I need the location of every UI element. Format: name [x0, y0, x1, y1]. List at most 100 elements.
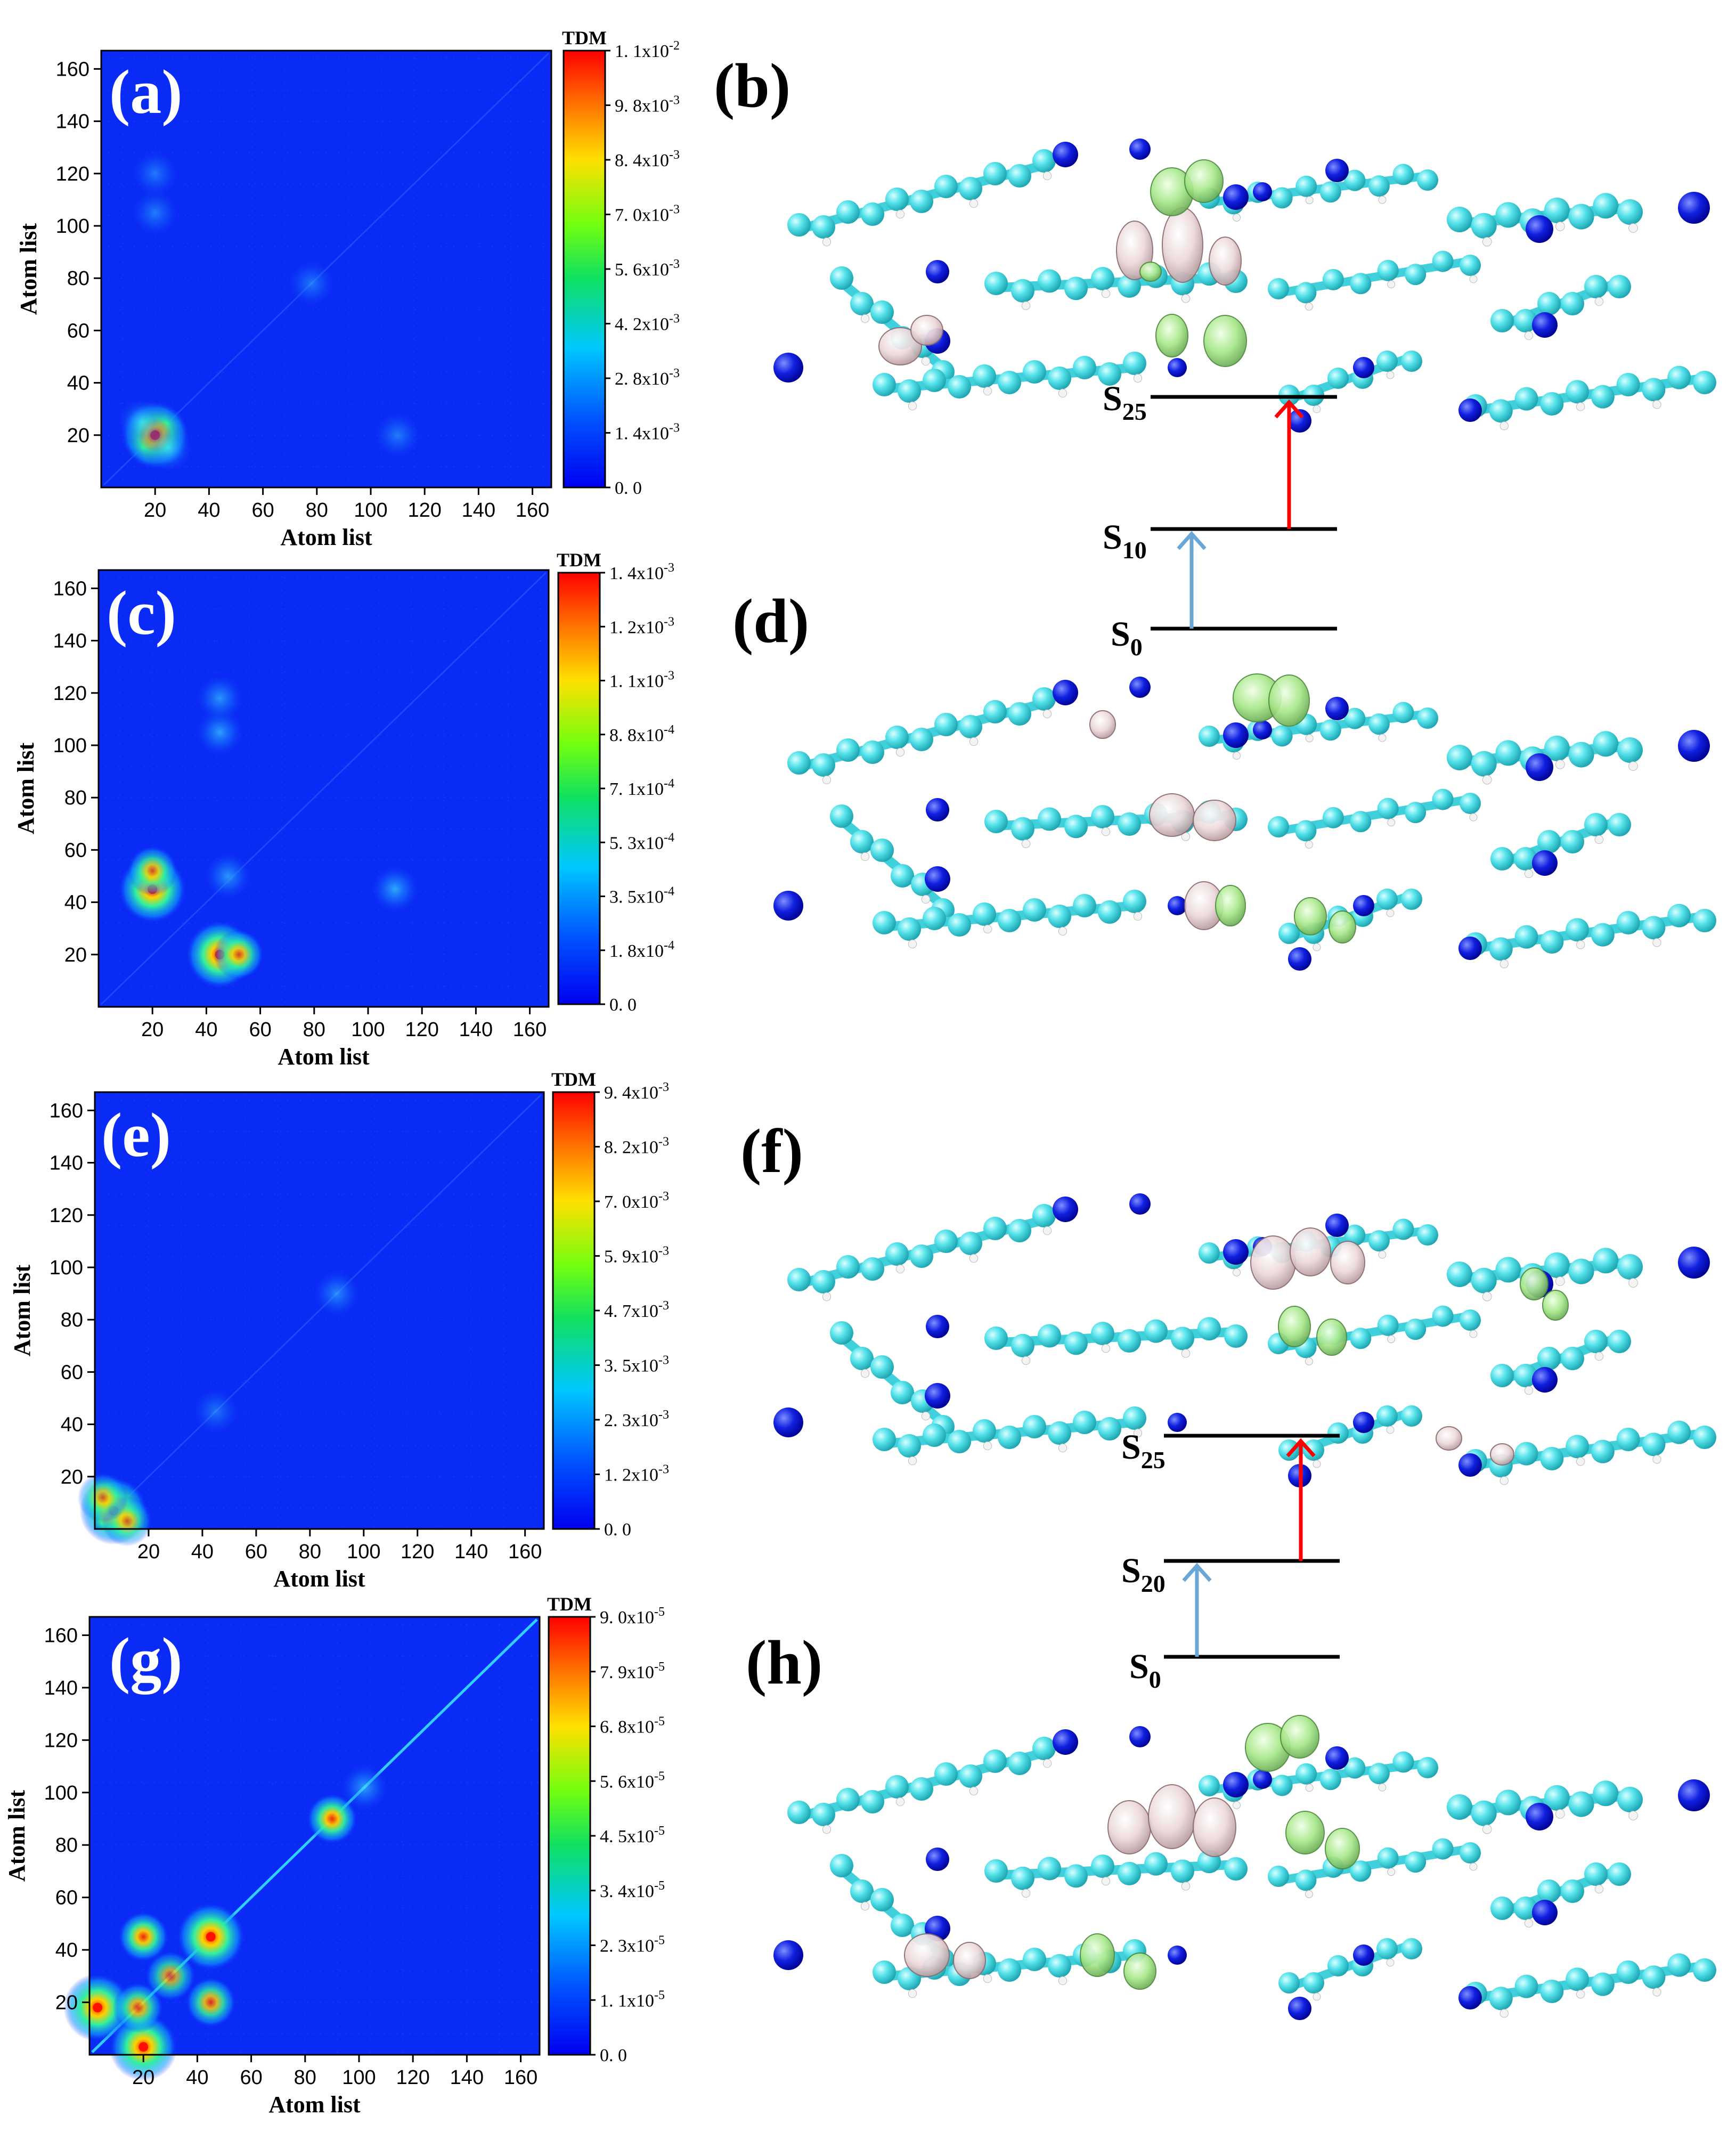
carbon-atom: [1011, 1333, 1034, 1357]
hydrogen-atom: [1576, 940, 1585, 949]
y-tick-label: 80: [64, 787, 87, 809]
carbon-atom: [850, 1347, 874, 1370]
carbon-atom: [1693, 1426, 1716, 1449]
carbon-atom: [1616, 911, 1640, 934]
electron-isosurface: [1285, 1811, 1325, 1854]
carbon-atom: [1540, 930, 1564, 954]
nitrogen-atom: [1223, 1239, 1249, 1265]
heatmap-frame: [97, 569, 550, 1008]
nitrogen-atom: [1526, 753, 1553, 781]
molecule-panel-h: [773, 1715, 1716, 2020]
carbon-atom: [1303, 1972, 1324, 1993]
y-axis-label: Atom list: [9, 1265, 35, 1357]
carbon-atom: [1048, 1954, 1071, 1978]
nitrogen-atom: [1253, 1770, 1272, 1789]
hydrogen-atom: [1628, 1811, 1638, 1820]
carbon-atom: [1693, 1958, 1716, 1982]
carbon-atom: [1471, 213, 1497, 239]
nitrogen-atom: [1168, 896, 1187, 915]
carbon-atom: [1319, 1769, 1341, 1791]
electron-isosurface: [1329, 910, 1356, 943]
carbon-atom: [1405, 1851, 1427, 1873]
carbon-atom: [1608, 1330, 1631, 1353]
hydrogen-atom: [1555, 1809, 1565, 1819]
nitrogen-atom: [1532, 1900, 1558, 1925]
carbon-atom: [1568, 1791, 1594, 1817]
hydrogen-atom: [822, 1825, 832, 1834]
y-tick-label: 40: [64, 892, 87, 914]
carbon-atom: [1460, 1309, 1481, 1331]
carbon-atom: [1295, 820, 1317, 842]
hole-isosurface: [1149, 793, 1195, 837]
y-tick-label: 40: [61, 1414, 83, 1436]
hydrogen-atom: [1233, 213, 1241, 222]
colorbar-tick-label: 1. 2x10-3: [609, 615, 674, 637]
hole-isosurface: [1209, 237, 1242, 286]
carbon-atom: [1460, 1842, 1481, 1864]
carbon-atom: [1490, 1897, 1514, 1920]
nitrogen-atom: [1223, 184, 1249, 210]
carbon-atom: [1566, 1435, 1590, 1459]
carbon-atom: [973, 1419, 996, 1443]
carbon-atom: [1011, 1866, 1034, 1890]
colorbar-tick-label: 8. 4x10-3: [615, 148, 680, 170]
nitrogen-atom: [1288, 1997, 1311, 2020]
colorbar-tick-label: 7. 0x10-3: [604, 1190, 669, 1212]
carbon-atom: [1392, 702, 1414, 723]
carbon-atom: [1489, 937, 1513, 961]
hydrogen-atom: [1652, 1455, 1661, 1464]
heatmap-hotspot: [370, 864, 420, 915]
carbon-atom: [1471, 751, 1497, 777]
carbon-atom: [1032, 149, 1056, 173]
hydrogen-atom: [1524, 1386, 1534, 1395]
hole-isosurface: [1193, 800, 1236, 841]
carbon-atom: [885, 726, 909, 749]
carbon-atom: [812, 753, 835, 777]
electron-isosurface: [1268, 674, 1310, 727]
carbon-atom: [1368, 1230, 1390, 1252]
nitrogen-atom: [1526, 215, 1553, 243]
nitrogen-atom: [1129, 677, 1151, 698]
panel-label-a: (a): [109, 57, 183, 127]
hydrogen-atom: [1305, 302, 1313, 311]
colorbar-tick-label: 1. 2x10-3: [604, 1463, 669, 1485]
carbon-atom: [1417, 1224, 1438, 1246]
nitrogen-atom: [1253, 182, 1272, 201]
carbon-atom: [861, 1790, 884, 1813]
carbon-atom: [1401, 889, 1422, 910]
nitrogen-atom: [1353, 357, 1374, 378]
colorbar-tick-label: 9. 0x10-5: [600, 1605, 665, 1628]
carbon-atom: [1199, 1242, 1220, 1264]
carbon-atom: [836, 1255, 860, 1279]
carbon-atom: [910, 1777, 933, 1801]
panel-label-f: (f): [740, 1116, 803, 1186]
hydrogen-atom: [983, 386, 992, 396]
panel-label-b: (b): [714, 51, 790, 120]
carbon-atom: [1008, 1752, 1031, 1775]
hydrogen-atom: [1594, 835, 1604, 844]
nitrogen-atom: [926, 798, 949, 821]
colorbar-tick-label: 3. 5x10-3: [604, 1354, 669, 1376]
y-tick-label: 60: [61, 1361, 83, 1384]
carbon-atom: [1350, 273, 1372, 295]
tdm-heatmap-1: 20 40 60 80 100 120 140 160 20 40 60 80 100 120 140 160…: [15, 27, 680, 550]
hydrogen-atom: [1482, 775, 1492, 785]
hydrogen-atom: [1628, 223, 1638, 233]
hydrogen-atom: [1555, 221, 1565, 231]
carbon-atom: [1667, 365, 1691, 389]
state-label-s20: S20: [1121, 1551, 1166, 1597]
x-tick-label: 120: [401, 1541, 434, 1563]
carbon-atom: [1514, 847, 1537, 870]
x-tick-label: 80: [306, 499, 328, 522]
carbon-atom: [1376, 1938, 1398, 1959]
panel-label-d: (d): [732, 586, 809, 656]
carbon-atom: [1199, 1775, 1220, 1796]
colorbar-tick-label: 0. 0: [609, 995, 637, 1015]
state-label-s25: S25: [1103, 379, 1147, 425]
carbon-atom: [984, 272, 1008, 295]
electron-isosurface: [1155, 314, 1188, 357]
colorbar-tick-label: 5. 3x10-4: [609, 831, 674, 853]
heatmap-hotspot: [77, 1472, 128, 1523]
x-tick-label: 60: [240, 2066, 262, 2089]
nitrogen-atom: [1678, 192, 1710, 224]
